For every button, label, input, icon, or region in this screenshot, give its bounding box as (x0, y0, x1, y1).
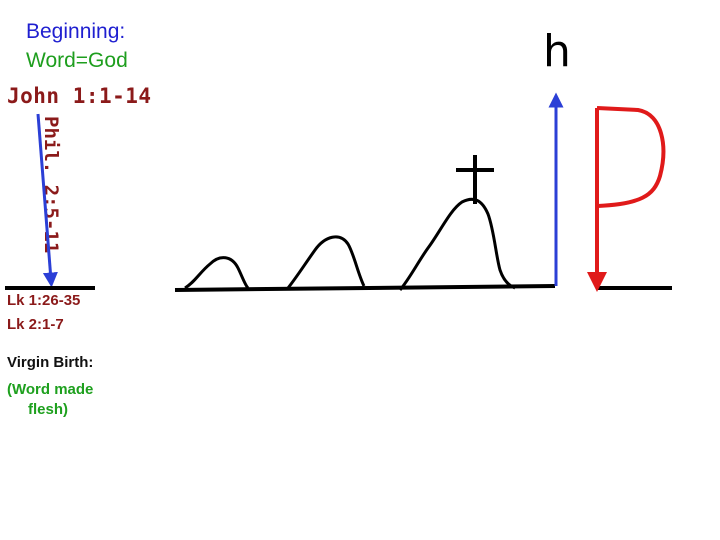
title-word-god: Word=God (26, 49, 128, 72)
letter-p-arrow (587, 106, 666, 292)
hill-1 (184, 256, 250, 290)
note-flesh: flesh) (28, 401, 69, 418)
note-lk-1: Lk 1:26-35 (7, 292, 81, 309)
title-beginning: Beginning: (26, 20, 126, 43)
reference-john: John 1:1-14 (7, 84, 152, 108)
descent-arrow (36, 113, 58, 288)
note-virgin-birth: Virgin Birth: (7, 354, 94, 371)
note-lk-2: Lk 2:1-7 (7, 316, 64, 333)
baseline-main (174, 284, 556, 292)
letter-h: h (543, 26, 571, 77)
hill-2 (286, 235, 366, 289)
cross-icon (456, 155, 494, 204)
hill-3 (398, 197, 516, 291)
note-word-made: (Word made (7, 381, 94, 398)
